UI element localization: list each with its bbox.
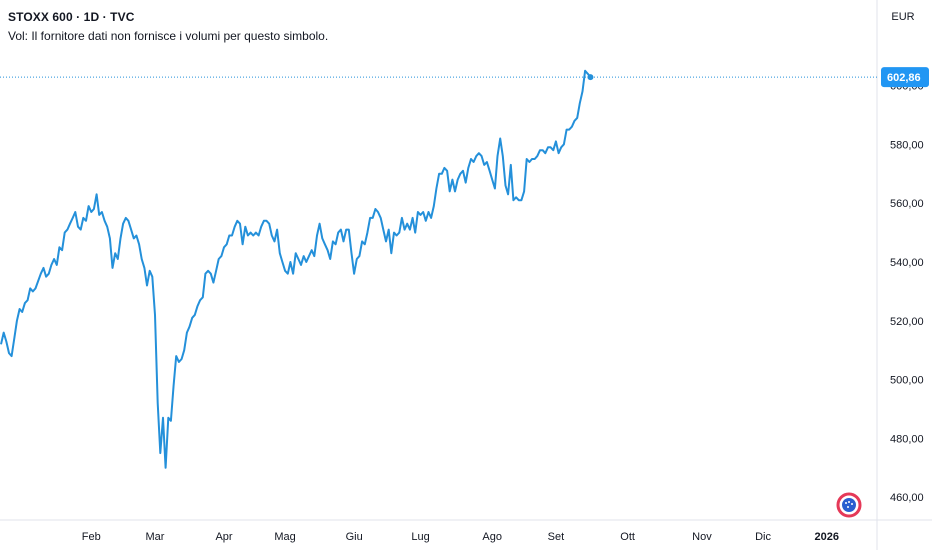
x-tick-label: Dic [755,531,771,543]
y-tick-label: 560,00 [890,198,924,210]
y-tick-label: 460,00 [890,492,924,504]
y-tick-label: 580,00 [890,139,924,151]
x-tick-label: Nov [692,531,712,543]
symbol-legend: STOXX 600 · 1D · TVC Vol: Il fornitore d… [8,9,328,44]
y-tick-label: 500,00 [890,375,924,387]
x-tick-label: Set [548,531,565,543]
x-tick-label: Lug [411,531,429,543]
x-tick-label: Ott [620,531,635,543]
price-line [0,69,592,469]
y-tick-label: 480,00 [890,433,924,445]
series-layer [0,69,594,469]
x-tick-label: Mar [146,531,165,543]
last-point-marker [587,74,594,81]
symbol-title[interactable]: STOXX 600 · 1D · TVC [8,10,135,24]
x-tick-label: Ago [482,531,502,543]
currency-button[interactable]: EUR [891,11,915,23]
price-axis[interactable]: 460,00 480,00 500,00 520,00 540,00 560,00 580,… [890,81,924,505]
volume-note: Vol: Il fornitore dati non fornisce i vo… [8,29,329,43]
tradingview-logo-icon[interactable] [836,492,862,518]
x-tick-label: Giu [346,531,363,543]
y-tick-label: 520,00 [890,316,924,328]
y-tick-label: 540,00 [890,257,924,269]
last-price-value: 602,86 [887,72,921,84]
x-tick-label: Mag [274,531,295,543]
last-price-tag [881,67,929,88]
x-tick-label: Apr [215,531,232,543]
x-tick-label: Feb [82,531,101,543]
last-price-tag-group: 602,86 [0,67,929,88]
time-axis[interactable]: Feb Mar Apr Mag Giu Lug Ago Set Ott Nov Dic 2026 [82,531,839,543]
x-tick-label: 2026 [815,531,839,543]
